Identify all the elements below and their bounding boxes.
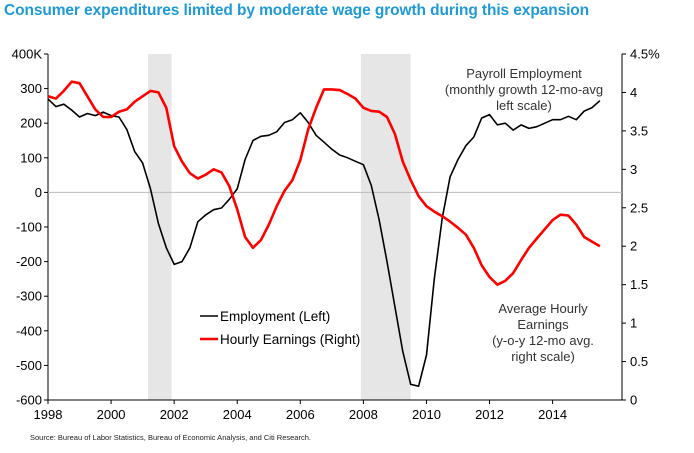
y-left-tick-label: -600	[16, 393, 42, 408]
y-left-tick-label: 0	[35, 185, 42, 200]
y-left-tick-label: 100	[20, 150, 42, 165]
chart-title: Consumer expenditures limited by moderat…	[4, 2, 590, 19]
y-left-tick-label: -100	[16, 220, 42, 235]
earnings-annotation-line: (y-o-y 12-mo avg.	[492, 333, 594, 348]
y-left-tick-label: -500	[16, 358, 42, 373]
y-right-tick-label: 0	[630, 393, 637, 408]
x-tick-label: 2002	[160, 407, 189, 422]
y-left-axis: 400K 300 200 100 0 -100 -200 -300 -400 -500 -600	[12, 47, 48, 408]
y-left-tick-label: 200	[20, 116, 42, 131]
x-tick-label: 2004	[223, 407, 252, 422]
employment-legend-label: Employment (Left)	[220, 309, 330, 324]
y-right-axis: 4.5% 4 3.5 3 2.5 2 1.5 1 0.5 0	[622, 47, 660, 408]
x-tick-label: 2014	[538, 407, 567, 422]
recession-band-2	[360, 54, 411, 400]
x-tick-label: 1998	[34, 407, 63, 422]
employment-line	[47, 98, 601, 388]
y-left-tick-label: -200	[16, 254, 42, 269]
employment-annotation-line: left scale)	[496, 98, 552, 113]
x-axis: 1998 2000 2002 2004 2006 2008 2010 2012 2014	[34, 400, 567, 422]
y-right-tick-label: 2	[630, 239, 637, 254]
earnings-annotation-line: right scale)	[511, 349, 575, 364]
y-right-tick-label: 4.5%	[630, 47, 660, 62]
x-tick-label: 2012	[475, 407, 504, 422]
x-tick-label: 2006	[286, 407, 315, 422]
earnings-legend-label: Hourly Earnings (Right)	[220, 332, 360, 347]
y-right-tick-label: 3	[630, 162, 637, 177]
legend: Employment (Left) Hourly Earnings (Right)	[200, 309, 360, 347]
employment-annotation-line: (monthly growth 12-mo-avg	[445, 82, 603, 97]
x-tick-label: 2010	[412, 407, 441, 422]
y-left-tick-label: 400K	[12, 47, 43, 62]
earnings-annotation-line: Earnings	[517, 317, 569, 332]
source-note: Source: Bureau of Labor Statistics, Bure…	[30, 433, 311, 442]
y-left-tick-label: -300	[16, 289, 42, 304]
x-tick-label: 2008	[349, 407, 378, 422]
y-left-tick-label: -400	[16, 323, 42, 338]
earnings-annotation-line: Average Hourly	[498, 301, 588, 316]
y-right-tick-label: 3.5	[630, 123, 648, 138]
hourly-earnings-line	[47, 80, 601, 287]
y-right-tick-label: 1	[630, 316, 637, 331]
annotations: Payroll Employment(monthly growth 12-mo-…	[445, 66, 603, 364]
x-tick-label: 2000	[97, 407, 126, 422]
y-right-tick-label: 4	[630, 85, 637, 100]
recession-bands	[147, 54, 411, 400]
y-right-tick-label: 1.5	[630, 277, 648, 292]
series	[47, 80, 601, 388]
employment-annotation-line: Payroll Employment	[466, 66, 582, 81]
y-left-tick-label: 300	[20, 81, 42, 96]
y-right-tick-label: 0.5	[630, 354, 648, 369]
y-right-tick-label: 2.5	[630, 200, 648, 215]
